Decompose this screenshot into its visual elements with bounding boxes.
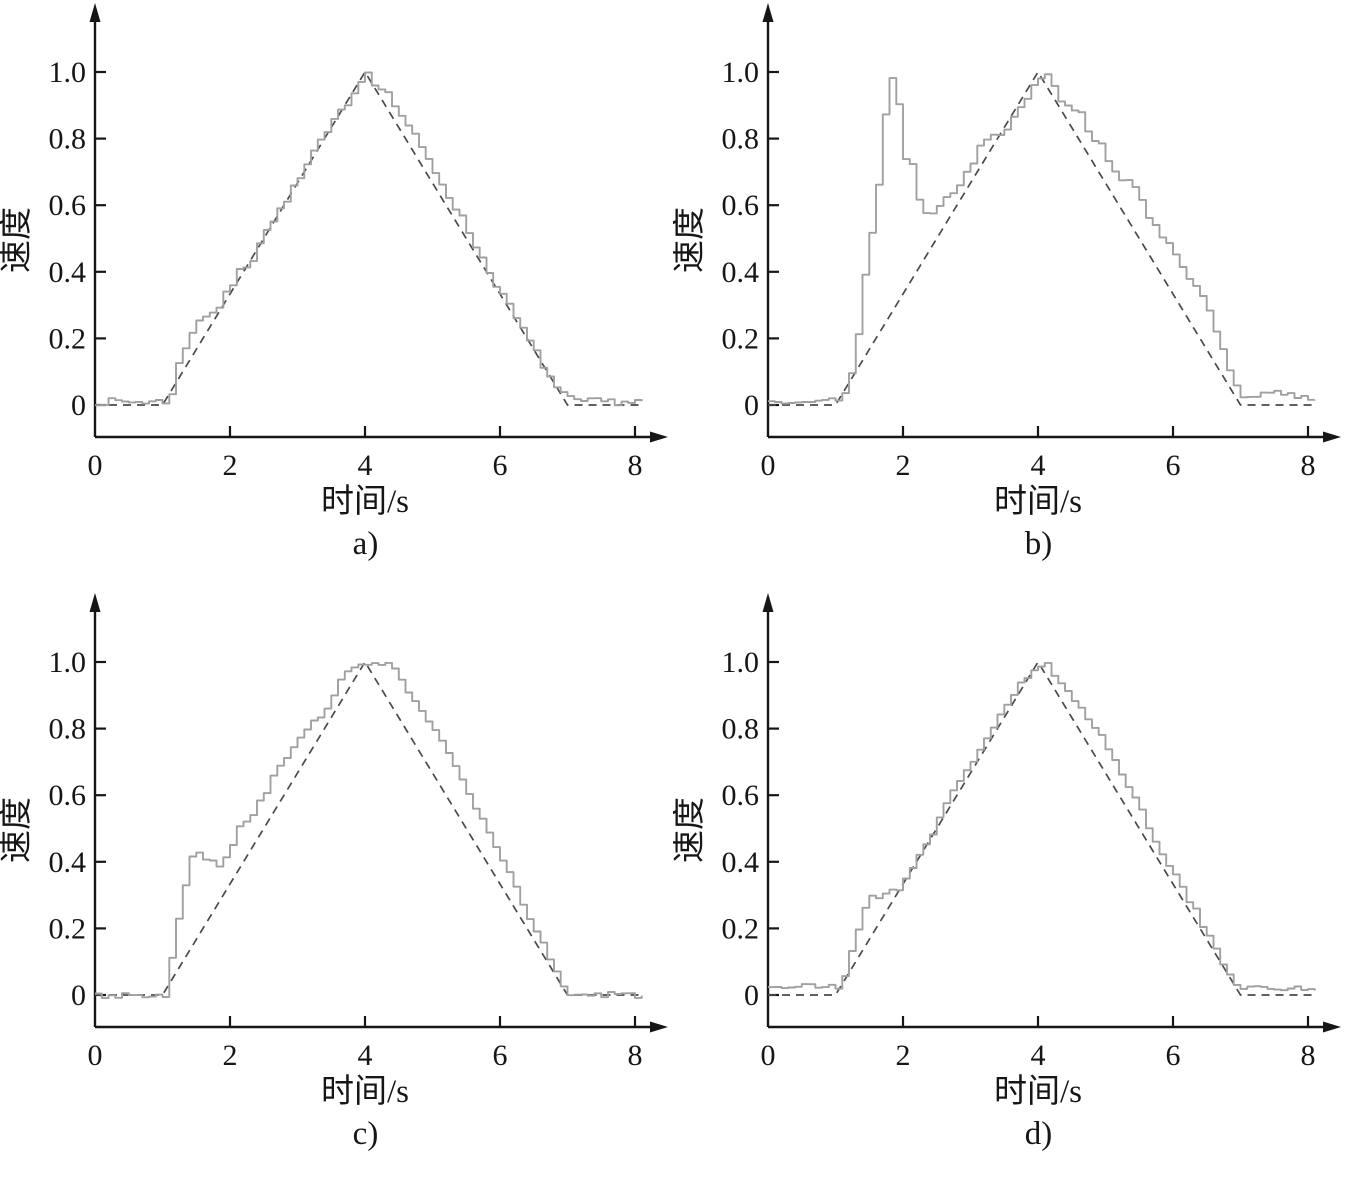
x-tick-label: 2 [223,1039,238,1072]
x-tick-label: 2 [896,449,911,482]
y-tick-label: 0.8 [722,713,760,746]
x-axis-arrow-icon [1323,431,1341,443]
y-tick-label: 0 [71,389,86,422]
subplot-b: 0 0.2 0.4 0.6 0.8 1.0 0 2 4 6 8 时间/s 速度 b) [673,0,1346,590]
chart-d-canvas: 0 0.2 0.4 0.6 0.8 1.0 0 2 4 6 8 时间/s 速度 [673,593,1341,1110]
measured-series-line [95,71,643,407]
y-tick-label: 0.6 [49,779,87,812]
y-tick-label: 1.0 [49,646,87,679]
measured-series-line [768,73,1316,405]
y-tick-label: 0.2 [49,912,87,945]
measured-series-line [95,661,643,1000]
x-tick-label: 0 [88,449,103,482]
y-axis-arrow-icon [762,593,774,612]
y-tick-label: 0.4 [722,256,760,289]
x-axis-arrow-icon [650,431,668,443]
x-tick-label: 2 [896,1039,911,1072]
x-axis-label: 时间/s [321,1074,409,1110]
x-tick-label: 2 [223,449,238,482]
x-tick-label: 8 [628,1039,643,1072]
y-tick-label: 0.8 [49,123,87,156]
measured-series-line [768,661,1316,992]
reference-series-line [95,660,642,996]
y-tick-label: 0.8 [49,713,87,746]
reference-series-line [768,70,1315,406]
y-axis-arrow-icon [762,3,774,22]
x-axis-label: 时间/s [994,1074,1082,1110]
y-axis-label: 速度 [673,797,708,863]
subplot-d-caption: d) [1024,1116,1053,1152]
y-tick-label: 0.6 [722,189,760,222]
y-tick-label: 0.6 [49,189,87,222]
x-tick-label: 8 [628,449,643,482]
y-tick-label: 0.4 [49,846,87,879]
y-tick-label: 0.8 [722,123,760,156]
x-tick-label: 4 [1031,449,1046,482]
y-axis-arrow-icon [89,3,101,22]
x-tick-label: 6 [493,1039,508,1072]
x-tick-label: 0 [761,1039,776,1072]
y-axis-arrow-icon [89,593,101,612]
x-tick-label: 8 [1301,1039,1316,1072]
x-tick-label: 0 [761,449,776,482]
reference-series-line [768,660,1315,996]
y-tick-label: 0.6 [722,779,760,812]
y-tick-label: 1.0 [49,56,87,89]
x-tick-label: 6 [1166,449,1181,482]
y-tick-label: 0 [71,979,86,1012]
y-tick-label: 0.4 [49,256,87,289]
y-axis-label: 速度 [0,207,35,273]
y-tick-label: 0.4 [722,846,760,879]
y-axis-label: 速度 [0,797,35,863]
chart-b-canvas: 0 0.2 0.4 0.6 0.8 1.0 0 2 4 6 8 时间/s 速度 [673,3,1341,520]
x-tick-label: 8 [1301,449,1316,482]
y-tick-label: 0.2 [49,322,87,355]
x-axis-label: 时间/s [321,484,409,520]
x-tick-label: 6 [493,449,508,482]
y-tick-label: 0 [744,979,759,1012]
y-tick-label: 0.2 [722,912,760,945]
y-tick-label: 1.0 [722,646,760,679]
subplot-c-caption: c) [352,1116,379,1152]
x-axis-arrow-icon [1323,1021,1341,1033]
chart-a-canvas: 0 0.2 0.4 0.6 0.8 1.0 0 2 4 6 8 时间/s 速度 [0,3,668,520]
x-axis-label: 时间/s [994,484,1082,520]
x-tick-label: 4 [1031,1039,1046,1072]
x-tick-label: 4 [358,1039,373,1072]
x-tick-label: 6 [1166,1039,1181,1072]
y-axis-label: 速度 [673,207,708,273]
subplot-a: 0 0.2 0.4 0.6 0.8 1.0 0 2 4 6 8 时间/s 速度 a) [0,0,673,590]
subplot-b-caption: b) [1024,526,1053,562]
y-tick-label: 1.0 [722,56,760,89]
subplot-d: 0 0.2 0.4 0.6 0.8 1.0 0 2 4 6 8 时间/s 速度 d) [673,590,1346,1180]
x-tick-label: 4 [358,449,373,482]
y-tick-label: 0 [744,389,759,422]
y-tick-label: 0.2 [722,322,760,355]
x-axis-arrow-icon [650,1021,668,1033]
subplot-a-caption: a) [352,526,379,562]
chart-c-canvas: 0 0.2 0.4 0.6 0.8 1.0 0 2 4 6 8 时间/s 速度 [0,593,668,1110]
subplot-c: 0 0.2 0.4 0.6 0.8 1.0 0 2 4 6 8 时间/s 速度 c) [0,590,673,1180]
x-tick-label: 0 [88,1039,103,1072]
reference-series-line [95,70,642,406]
